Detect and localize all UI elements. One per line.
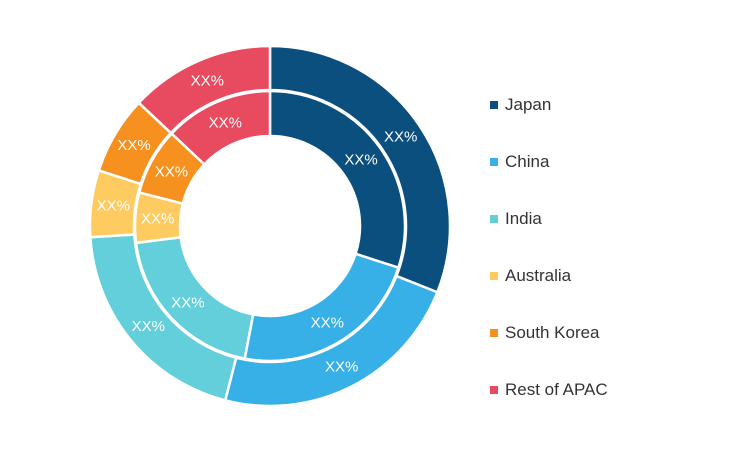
- inner-slice-label: XX%: [141, 210, 174, 227]
- legend-swatch-south-korea: [490, 328, 498, 337]
- legend-swatch-rest-of-apac: [490, 385, 498, 394]
- outer-slice-label: XX%: [117, 137, 150, 154]
- inner-slice-label: XX%: [209, 114, 242, 131]
- legend-item: Australia: [490, 247, 740, 304]
- legend-label: South Korea: [505, 322, 600, 342]
- inner-slice-label: XX%: [311, 314, 344, 331]
- inner-slice-rest-of-apac: [170, 89, 272, 166]
- legend-item: South Korea: [490, 304, 740, 361]
- outer-slice-label: XX%: [97, 198, 130, 215]
- inner-slice-japan: [268, 89, 407, 269]
- outer-slice-label: XX%: [191, 72, 224, 89]
- inner-slice-label: XX%: [344, 151, 377, 168]
- legend-item: China: [490, 133, 740, 190]
- legend-label: Australia: [505, 265, 572, 285]
- legend-swatch-india: [490, 214, 498, 223]
- outer-slice-label: XX%: [384, 129, 417, 146]
- outer-slice-label: XX%: [132, 318, 165, 335]
- legend-item: India: [490, 190, 740, 247]
- legend-item: Rest of APAC: [490, 361, 740, 418]
- inner-slice-label: XX%: [171, 295, 204, 312]
- legend: Japan China India Australia South Korea …: [490, 76, 740, 418]
- legend-label: China: [505, 151, 550, 171]
- legend-label: Rest of APAC: [505, 379, 608, 399]
- legend-swatch-australia: [490, 271, 498, 280]
- legend-label: India: [505, 208, 542, 228]
- outer-slice-label: XX%: [325, 358, 358, 375]
- legend-swatch-china: [490, 157, 498, 166]
- legend-swatch-japan: [490, 100, 498, 109]
- inner-slice-label: XX%: [155, 163, 188, 180]
- legend-label: Japan: [505, 94, 552, 114]
- legend-item: Japan: [490, 76, 740, 133]
